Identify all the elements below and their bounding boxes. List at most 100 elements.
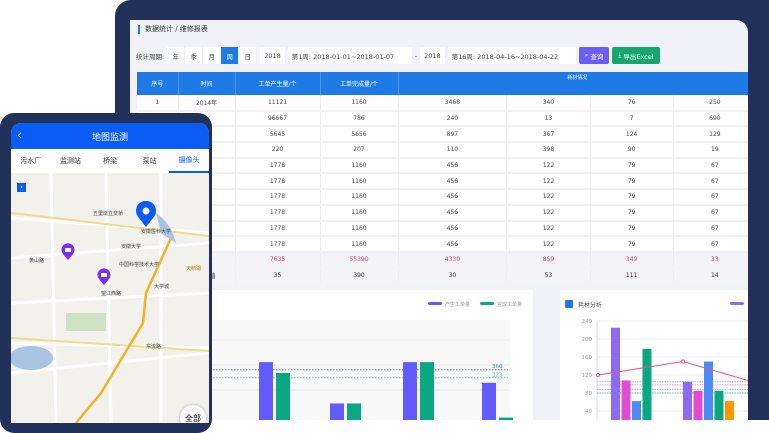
bar [482, 382, 496, 420]
camera-marker-icon[interactable] [97, 268, 111, 285]
tab-bridge[interactable]: 桥梁 [102, 157, 117, 165]
table-cell: 2014年 [178, 95, 236, 112]
phone-frame: ‹ 地图监测 污水厂 监测站 桥梁 泵站 摄像头 › 五里墩立交桥 安徽医科大学… [0, 113, 212, 433]
table-row: 1778 1160 456 122 79 67 [137, 189, 748, 206]
table-cell: 5656 [320, 126, 399, 144]
start-year-select[interactable]: 2018 [260, 47, 285, 64]
table-cell: 1778 [235, 236, 321, 253]
table-cell: 456 [398, 236, 508, 253]
table-cell: 1160 [320, 173, 399, 191]
col-completed: 工单完成量/个 [320, 72, 399, 95]
location-pin-icon[interactable] [135, 201, 157, 227]
tab-monitoring-station[interactable]: 监测站 [59, 157, 81, 165]
download-icon: ⤓ [618, 51, 624, 59]
period-day[interactable]: 日 [239, 47, 258, 64]
table-cell: 53 [506, 267, 591, 285]
start-week-select[interactable]: 第1周: 2018-01-01~2018-01-07 [287, 47, 412, 64]
table-cell: 3468 [398, 95, 508, 112]
table-cell: 11121 [235, 95, 321, 112]
bar [276, 373, 290, 420]
map-label: 中国科学技术大学 [119, 262, 160, 268]
period-quarter[interactable]: 季 [185, 47, 204, 64]
legend-label: 完成工单量 [497, 301, 522, 308]
table-cell: 35 [235, 267, 321, 285]
line-point [680, 359, 686, 364]
bar [714, 390, 724, 420]
table-cell: 207 [320, 142, 399, 159]
table-cell: 456 [398, 173, 508, 191]
table-cell: 250 [673, 95, 748, 112]
dashboard-screen: 数据统计 / 维修报表 统计周期: 年 季 月 周 日 2018 第1周: 20… [130, 20, 748, 420]
table-cell: 1 [137, 95, 179, 112]
table-cell: 79 [590, 236, 674, 253]
bar [693, 390, 703, 420]
table-cell: 1778 [235, 220, 321, 238]
table-cell: 690 [673, 110, 748, 128]
range-separator: - [414, 51, 418, 60]
table-cell: 220 [235, 142, 321, 159]
table-cell: 122 [506, 189, 591, 206]
table-cell: 122 [506, 204, 591, 222]
table-cell: 456 [398, 189, 508, 206]
expand-panel-icon[interactable]: › [17, 183, 26, 192]
table-cell: 456 [398, 157, 508, 175]
bar [683, 381, 692, 420]
table-cell: 13 [506, 110, 591, 128]
export-excel-button[interactable]: ⤓ 导出Excel [612, 47, 660, 64]
table-cell: 1778 [235, 204, 321, 222]
y-tick-label: 160 [582, 355, 593, 361]
bar [704, 361, 713, 420]
legend-swatch [730, 302, 744, 305]
table-row: 1778 1160 456 122 79 67 [137, 220, 748, 238]
period-week[interactable]: 周 [221, 47, 240, 64]
table-cell: 1160 [320, 157, 399, 175]
table-cell: 7635 [235, 251, 321, 269]
camera-marker-icon[interactable] [61, 243, 75, 260]
table-cell: 67 [673, 220, 748, 238]
table-cell: 110 [398, 142, 508, 159]
table-cell: 124 [590, 126, 674, 144]
period-month[interactable]: 月 [203, 47, 222, 64]
filter-bar: 统计周期: 年 季 月 周 日 2018 第1周: 2018-01-01~201… [136, 47, 660, 64]
table-cell: 349 [590, 251, 674, 269]
table-row: 1778 1160 456 122 79 67 [137, 236, 748, 253]
chart-title: 耗材分析 [578, 301, 602, 309]
show-all-button[interactable]: 全部 [180, 405, 206, 423]
col-created: 工单产生量/个 [235, 72, 321, 95]
y-tick-label: 40 [585, 409, 592, 415]
end-week-select[interactable]: 第16周: 2018-04-16~2018-04-22 [447, 47, 576, 64]
table-cell: 96667 [235, 110, 321, 128]
table-cell: 122 [506, 236, 591, 253]
map-view[interactable]: › 五里墩立交桥 安徽医科大学 安徽大学 黄山路 望江西路 中国科学技术大学 大… [11, 173, 209, 423]
tab-sewage-plant[interactable]: 污水厂 [20, 157, 42, 165]
phone-tabs: 污水厂 监测站 桥梁 泵站 摄像头 [11, 149, 209, 173]
bar [420, 362, 434, 420]
map-label: 黄山路 [29, 258, 45, 264]
table-cell: 122 [506, 157, 591, 175]
average-row: 平均值35390305311114 [137, 267, 748, 285]
query-button[interactable]: ⌕ 查询 [578, 47, 610, 64]
table-cell: 111 [590, 267, 674, 285]
table-cell: 30 [398, 267, 508, 285]
table-cell: 79 [590, 189, 674, 206]
table-row: 5645 5656 897 367 124 129 [137, 126, 748, 144]
table-cell: 859 [506, 251, 591, 269]
table-cell: 1160 [320, 236, 399, 253]
y-tick-label: 200 [582, 337, 593, 343]
table-cell: 4330 [398, 251, 508, 269]
back-arrow-icon[interactable]: ‹ [17, 128, 22, 142]
end-year-select[interactable]: 2018 [420, 47, 445, 64]
table-cell: 67 [673, 189, 748, 206]
period-year[interactable]: 年 [167, 47, 186, 64]
phone-header: ‹ 地图监测 [11, 123, 209, 149]
tab-pump-station[interactable]: 泵站 [142, 157, 157, 165]
table-cell: 398 [506, 142, 591, 159]
period-selector: 年 季 月 周 日 [167, 47, 258, 64]
bar [611, 327, 620, 420]
map-label: 五里墩立交桥 [93, 211, 124, 217]
chart-icon [565, 300, 573, 308]
map-label: 天鹅湖 [186, 266, 202, 272]
tab-camera[interactable]: 摄像头 [169, 149, 209, 173]
table-cell: 897 [398, 126, 508, 144]
table-row: 1778 1160 456 122 79 67 [137, 173, 748, 191]
